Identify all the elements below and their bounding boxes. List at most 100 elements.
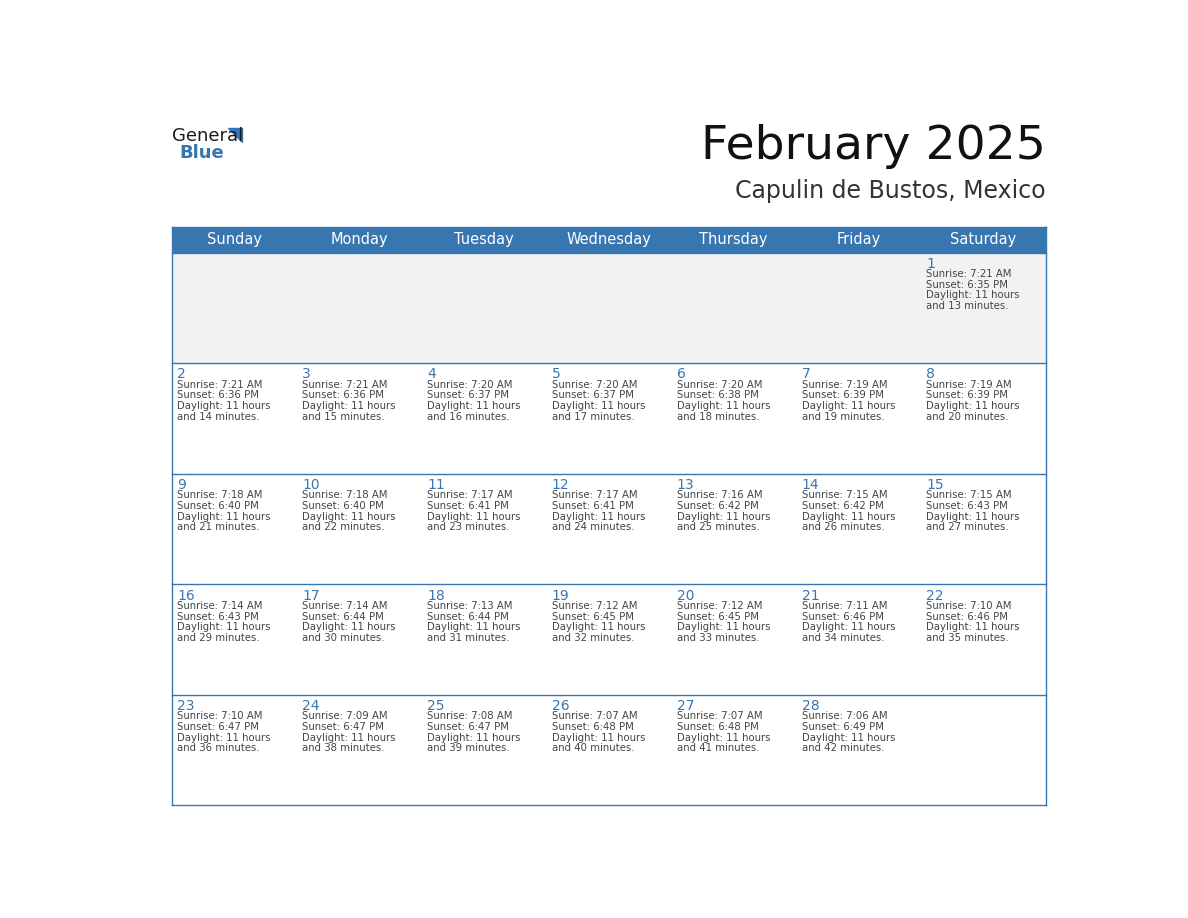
Text: 8: 8 [927,367,935,381]
Text: 25: 25 [426,700,444,713]
Text: Sunrise: 7:12 AM: Sunrise: 7:12 AM [677,601,763,610]
Text: and 17 minutes.: and 17 minutes. [552,411,634,421]
Text: and 13 minutes.: and 13 minutes. [927,301,1009,311]
Text: Sunset: 6:48 PM: Sunset: 6:48 PM [677,722,759,732]
Text: and 22 minutes.: and 22 minutes. [302,522,385,532]
Text: Daylight: 11 hours: Daylight: 11 hours [426,401,520,411]
Text: Daylight: 11 hours: Daylight: 11 hours [802,733,895,743]
Text: Sunrise: 7:20 AM: Sunrise: 7:20 AM [677,380,763,390]
Text: Daylight: 11 hours: Daylight: 11 hours [552,511,645,521]
Text: 20: 20 [677,588,694,602]
Text: Sunset: 6:45 PM: Sunset: 6:45 PM [677,611,759,621]
Text: and 23 minutes.: and 23 minutes. [426,522,510,532]
Text: Sunrise: 7:19 AM: Sunrise: 7:19 AM [927,380,1012,390]
Text: 17: 17 [302,588,320,602]
Text: and 38 minutes.: and 38 minutes. [302,744,385,754]
Text: 9: 9 [177,478,187,492]
Text: 18: 18 [426,588,444,602]
Text: and 16 minutes.: and 16 minutes. [426,411,510,421]
Text: Sunset: 6:47 PM: Sunset: 6:47 PM [302,722,384,732]
Text: Wednesday: Wednesday [567,232,651,248]
Text: Daylight: 11 hours: Daylight: 11 hours [552,622,645,633]
Text: Daylight: 11 hours: Daylight: 11 hours [927,290,1020,300]
Text: Sunrise: 7:20 AM: Sunrise: 7:20 AM [426,380,512,390]
Text: Capulin de Bustos, Mexico: Capulin de Bustos, Mexico [735,179,1045,204]
Text: Sunset: 6:46 PM: Sunset: 6:46 PM [927,611,1009,621]
Text: Daylight: 11 hours: Daylight: 11 hours [677,401,770,411]
Text: and 29 minutes.: and 29 minutes. [177,633,260,643]
Text: Sunday: Sunday [207,232,261,248]
Text: and 42 minutes.: and 42 minutes. [802,744,884,754]
Bar [172,695,1045,805]
Text: and 39 minutes.: and 39 minutes. [426,744,510,754]
Text: and 14 minutes.: and 14 minutes. [177,411,260,421]
Text: and 36 minutes.: and 36 minutes. [177,744,260,754]
Text: Daylight: 11 hours: Daylight: 11 hours [677,733,770,743]
Text: 11: 11 [426,478,444,492]
Text: Daylight: 11 hours: Daylight: 11 hours [302,733,396,743]
Text: Sunrise: 7:15 AM: Sunrise: 7:15 AM [927,490,1012,500]
Text: Sunrise: 7:07 AM: Sunrise: 7:07 AM [552,711,638,722]
Text: Daylight: 11 hours: Daylight: 11 hours [177,733,271,743]
Text: and 31 minutes.: and 31 minutes. [426,633,510,643]
Text: and 32 minutes.: and 32 minutes. [552,633,634,643]
Text: Sunset: 6:42 PM: Sunset: 6:42 PM [677,501,759,511]
Text: and 35 minutes.: and 35 minutes. [927,633,1009,643]
Text: Sunset: 6:45 PM: Sunset: 6:45 PM [552,611,634,621]
Text: 22: 22 [927,588,944,602]
Text: and 27 minutes.: and 27 minutes. [927,522,1009,532]
Text: Sunrise: 7:13 AM: Sunrise: 7:13 AM [426,601,512,610]
Text: Sunrise: 7:09 AM: Sunrise: 7:09 AM [302,711,387,722]
Text: Sunset: 6:48 PM: Sunset: 6:48 PM [552,722,633,732]
Text: Sunrise: 7:17 AM: Sunrise: 7:17 AM [552,490,638,500]
Text: Daylight: 11 hours: Daylight: 11 hours [677,622,770,633]
Text: 13: 13 [677,478,694,492]
Text: Daylight: 11 hours: Daylight: 11 hours [802,511,895,521]
Text: Sunrise: 7:14 AM: Sunrise: 7:14 AM [302,601,387,610]
Text: and 15 minutes.: and 15 minutes. [302,411,385,421]
Text: 6: 6 [677,367,685,381]
Text: 21: 21 [802,588,820,602]
Text: Sunset: 6:44 PM: Sunset: 6:44 PM [426,611,508,621]
Polygon shape [228,128,241,141]
Text: Sunrise: 7:15 AM: Sunrise: 7:15 AM [802,490,887,500]
Text: 2: 2 [177,367,187,381]
Text: 10: 10 [302,478,320,492]
Text: 27: 27 [677,700,694,713]
Text: Sunrise: 7:06 AM: Sunrise: 7:06 AM [802,711,887,722]
Text: Sunrise: 7:18 AM: Sunrise: 7:18 AM [177,490,263,500]
Text: and 26 minutes.: and 26 minutes. [802,522,884,532]
Text: Sunset: 6:37 PM: Sunset: 6:37 PM [426,390,508,400]
Text: Sunrise: 7:11 AM: Sunrise: 7:11 AM [802,601,887,610]
Text: Sunset: 6:46 PM: Sunset: 6:46 PM [802,611,884,621]
Text: 1: 1 [927,257,935,271]
Text: and 30 minutes.: and 30 minutes. [302,633,385,643]
Text: 19: 19 [552,588,569,602]
Text: and 40 minutes.: and 40 minutes. [552,744,634,754]
Text: Sunrise: 7:14 AM: Sunrise: 7:14 AM [177,601,263,610]
Text: 5: 5 [552,367,561,381]
Text: Sunset: 6:42 PM: Sunset: 6:42 PM [802,501,884,511]
Text: Sunset: 6:41 PM: Sunset: 6:41 PM [426,501,508,511]
Text: Sunset: 6:47 PM: Sunset: 6:47 PM [426,722,508,732]
Text: Daylight: 11 hours: Daylight: 11 hours [802,401,895,411]
Text: Sunset: 6:41 PM: Sunset: 6:41 PM [552,501,633,511]
Text: Sunset: 6:44 PM: Sunset: 6:44 PM [302,611,384,621]
Text: 15: 15 [927,478,944,492]
Text: Daylight: 11 hours: Daylight: 11 hours [177,511,271,521]
Text: Sunset: 6:43 PM: Sunset: 6:43 PM [177,611,259,621]
Text: and 18 minutes.: and 18 minutes. [677,411,759,421]
Text: Sunrise: 7:12 AM: Sunrise: 7:12 AM [552,601,637,610]
Text: Saturday: Saturday [950,232,1017,248]
Text: Daylight: 11 hours: Daylight: 11 hours [552,401,645,411]
Text: Daylight: 11 hours: Daylight: 11 hours [177,401,271,411]
Text: Sunrise: 7:21 AM: Sunrise: 7:21 AM [302,380,387,390]
Text: 14: 14 [802,478,820,492]
Text: and 33 minutes.: and 33 minutes. [677,633,759,643]
Text: and 24 minutes.: and 24 minutes. [552,522,634,532]
Text: Sunset: 6:39 PM: Sunset: 6:39 PM [927,390,1009,400]
Text: Sunrise: 7:10 AM: Sunrise: 7:10 AM [927,601,1012,610]
Text: Daylight: 11 hours: Daylight: 11 hours [302,622,396,633]
Text: Friday: Friday [836,232,880,248]
Text: and 21 minutes.: and 21 minutes. [177,522,260,532]
